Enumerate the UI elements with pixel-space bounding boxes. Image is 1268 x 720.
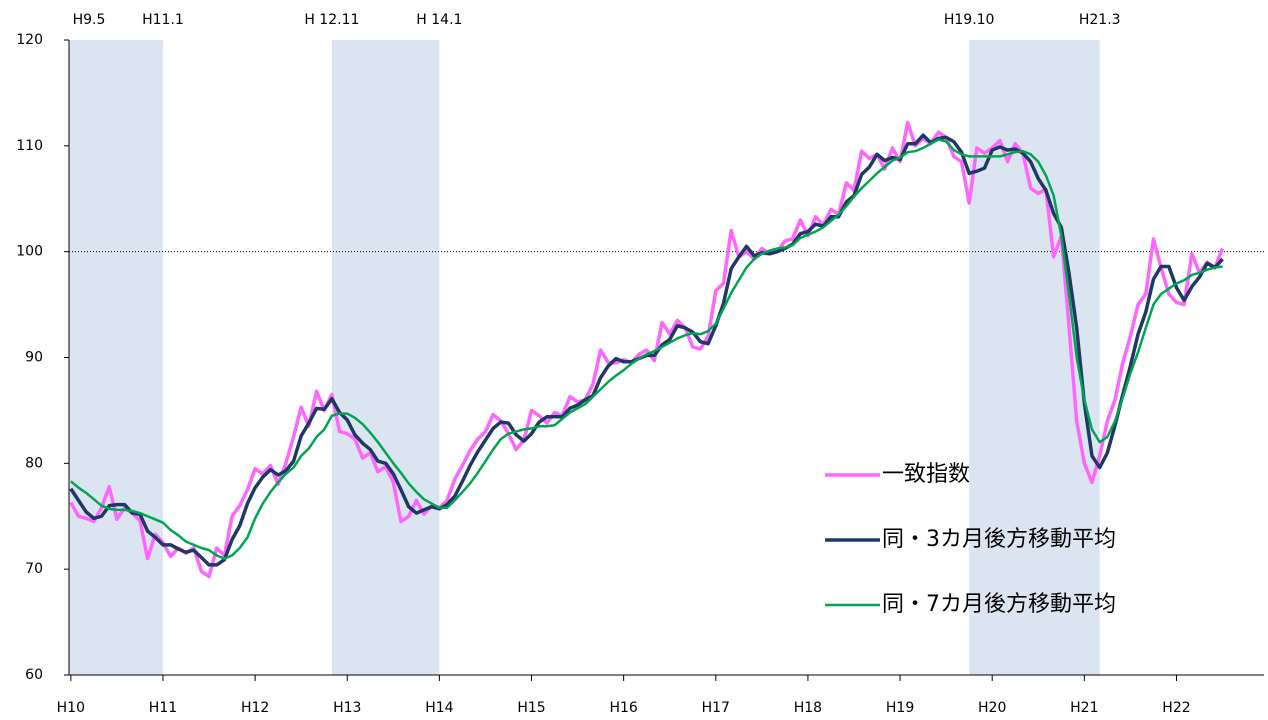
x-tick-label: H14	[425, 700, 453, 716]
x-tick-label: H10	[57, 700, 85, 716]
y-tick-label: 120	[16, 32, 43, 48]
y-tick-label: 70	[25, 561, 43, 577]
x-tick-label: H22	[1162, 700, 1190, 716]
band-start-label: H9.5	[73, 12, 106, 28]
band-start-label: H19.10	[944, 12, 995, 28]
x-tick-label: H11	[149, 700, 177, 716]
x-tick-label: H15	[517, 700, 545, 716]
axes: H9.5 H11.1 H 12.11 H 14.1 H19.10 H21.3 60 70 80 9…	[16, 12, 1264, 716]
x-tick-label: H17	[702, 700, 730, 716]
band-start-label: H 12.11	[304, 12, 359, 28]
x-tick-label: H12	[241, 700, 269, 716]
y-tick-label: 80	[25, 455, 43, 471]
shaded-band	[331, 40, 440, 675]
x-tick-label: H16	[609, 700, 637, 716]
y-tick-label: 60	[25, 667, 43, 683]
shaded-band	[69, 40, 163, 675]
series-line	[70, 138, 1223, 560]
y-tick-label: 90	[25, 350, 43, 366]
legend-label: 同・3カ月後方移動平均	[882, 527, 1116, 552]
series-line	[69, 120, 1225, 579]
x-tick-label: H20	[978, 700, 1006, 716]
legend-label: 同・7カ月後方移動平均	[882, 592, 1116, 617]
band-end-label: H 14.1	[416, 12, 462, 28]
lines	[69, 120, 1264, 579]
y-tick-label: 110	[16, 138, 43, 154]
x-tick-label: H19	[886, 700, 914, 716]
band-end-label: H11.1	[142, 12, 184, 28]
legend-label: 一致指数	[882, 462, 970, 487]
y-tick-label: 100	[16, 244, 43, 260]
x-tick-label: H18	[794, 700, 822, 716]
x-tick-label: H13	[333, 700, 361, 716]
band-end-label: H21.3	[1079, 12, 1121, 28]
x-tick-label: H21	[1070, 700, 1098, 716]
